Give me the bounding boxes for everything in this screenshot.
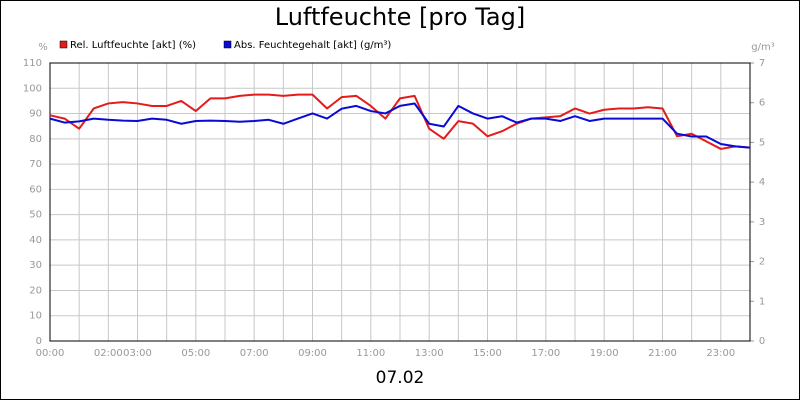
y-tick-label: 20 [29, 285, 42, 296]
x-tick-label: 11:00 [356, 348, 385, 359]
legend-swatch [223, 40, 232, 49]
data-line [49, 93, 751, 150]
y-axis-unit: % [38, 42, 48, 53]
x-tick-label: 09:00 [298, 348, 327, 359]
x-tick-label: 17:00 [531, 348, 560, 359]
y-tick-label: 40 [29, 235, 42, 246]
y-tick-label: 60 [29, 184, 42, 195]
x-axis-label: 07.02 [376, 368, 425, 388]
y-tick-label: 30 [29, 260, 42, 271]
x-tick-label: 03:00 [123, 348, 152, 359]
y2-tick-label: 0 [759, 336, 765, 347]
y2-tick-label: 4 [759, 177, 765, 188]
y-tick-label: 10 [29, 311, 42, 322]
x-tick-label: 07:00 [240, 348, 269, 359]
legend-swatch [59, 40, 68, 49]
y-tick-label: 90 [29, 109, 42, 120]
x-tick-label: 00:00 [36, 348, 65, 359]
x-tick-label: 23:00 [706, 348, 735, 359]
y2-tick-label: 5 [759, 137, 765, 148]
x-tick-label: 05:00 [181, 348, 210, 359]
y-tick-label: 50 [29, 210, 42, 221]
chart-title: Luftfeuchte [pro Tag] [275, 3, 525, 31]
y2-tick-label: 3 [759, 217, 765, 228]
legend-label: Rel. Luftfeuchte [akt] (%) [70, 40, 196, 51]
y-tick-label: 80 [29, 134, 42, 145]
y2-axis-unit: g/m³ [751, 42, 774, 53]
x-tick-label: 13:00 [415, 348, 444, 359]
y2-tick-label: 7 [759, 58, 765, 69]
y-tick-label: 110 [23, 58, 42, 69]
y2-tick-label: 6 [759, 98, 765, 109]
y-tick-label: 100 [23, 83, 42, 94]
data-line [49, 102, 751, 149]
y2-tick-label: 1 [759, 296, 765, 307]
y-tick-label: 0 [36, 336, 42, 347]
x-tick-label: 19:00 [590, 348, 619, 359]
x-tick-label: 02:00 [94, 348, 123, 359]
plot-border [49, 62, 751, 342]
y2-tick-label: 2 [759, 257, 765, 268]
legend-label: Abs. Feuchtegehalt [akt] (g/m³) [234, 40, 391, 51]
x-tick-label: 15:00 [473, 348, 502, 359]
y-tick-label: 70 [29, 159, 42, 170]
x-tick-label: 21:00 [648, 348, 677, 359]
